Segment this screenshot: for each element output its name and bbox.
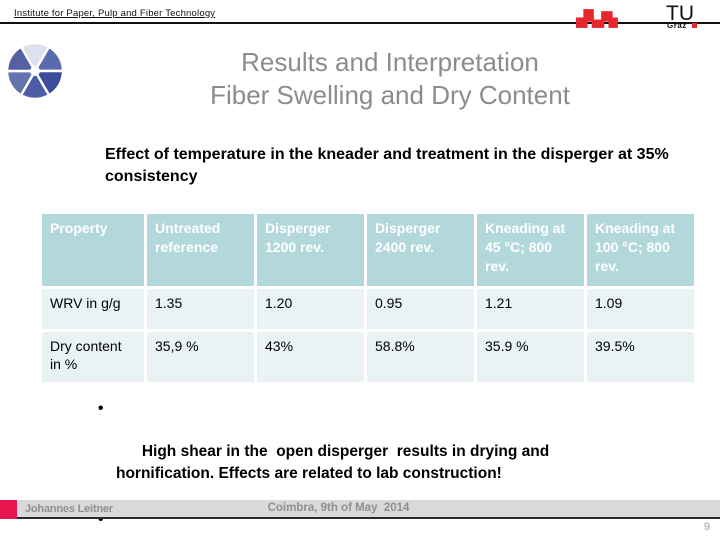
tu-red-square-icon bbox=[692, 23, 697, 28]
cell-value: 1.21 bbox=[477, 289, 584, 329]
bullet-icon: • bbox=[98, 511, 104, 529]
table-header-row: Property Untreated reference Disperger 1… bbox=[42, 214, 694, 286]
cell-value: 43% bbox=[257, 332, 364, 382]
column-header-disperger-1200: Disperger 1200 rev. bbox=[257, 214, 364, 286]
conclusion-list: • High shear in the open disperger resul… bbox=[98, 398, 643, 540]
cell-value: 0.95 bbox=[367, 289, 474, 329]
footer-event-date: Coimbra, 9th of May 2014 bbox=[267, 502, 410, 514]
column-header-kneading-100: Kneading at 100 °C; 800 rev. bbox=[587, 214, 694, 286]
footer-accent-square bbox=[0, 500, 17, 519]
institute-name: Institute for Paper, Pulp and Fiber Tech… bbox=[14, 8, 216, 19]
tu-graz-logo: TU Graz bbox=[576, 2, 702, 31]
bullet-icon: • bbox=[98, 400, 104, 417]
graz-wordmark: Graz bbox=[667, 21, 687, 30]
cell-value: 1.09 bbox=[587, 289, 694, 329]
slide-title: Results and Interpretation Fiber Swellin… bbox=[70, 46, 710, 111]
table-row: Dry content in % 35,9 % 43% 58.8% 35.9 %… bbox=[42, 332, 694, 382]
cell-value: 1.35 bbox=[147, 289, 254, 329]
list-item: • Increased temperature in the kneader r… bbox=[98, 509, 643, 540]
cell-value: 1.20 bbox=[257, 289, 364, 329]
row-label-wrv: WRV in g/g bbox=[42, 289, 144, 329]
slide-subtitle: Effect of temperature in the kneader and… bbox=[105, 146, 669, 185]
slide-title-line1: Results and Interpretation bbox=[241, 47, 539, 77]
column-header-untreated: Untreated reference bbox=[147, 214, 254, 286]
row-label-dry-content: Dry content in % bbox=[42, 332, 144, 382]
tu-puzzle-icon bbox=[576, 9, 618, 28]
footer-bar: Johannes Leitner Coimbra, 9th of May 201… bbox=[17, 500, 720, 519]
results-table: Property Untreated reference Disperger 1… bbox=[39, 211, 697, 385]
cell-value: 39.5% bbox=[587, 332, 694, 382]
cell-value: 35.9 % bbox=[477, 332, 584, 382]
table-row: WRV in g/g 1.35 1.20 0.95 1.21 1.09 bbox=[42, 289, 694, 329]
column-header-property: Property bbox=[42, 214, 144, 286]
tu-wordmark: TU bbox=[666, 2, 694, 25]
header-divider bbox=[0, 22, 720, 24]
column-header-kneading-45: Kneading at 45 °C; 800 rev. bbox=[477, 214, 584, 286]
cell-value: 58.8% bbox=[367, 332, 474, 382]
column-header-disperger-2400: Disperger 2400 rev. bbox=[367, 214, 474, 286]
slide-title-line2: Fiber Swelling and Dry Content bbox=[210, 79, 570, 110]
footer-author: Johannes Leitner bbox=[25, 503, 113, 515]
list-item: • High shear in the open disperger resul… bbox=[98, 398, 643, 506]
page-number: 9 bbox=[703, 521, 710, 533]
institute-pie-logo-icon bbox=[5, 41, 65, 101]
bullet-text: High shear in the open disperger results… bbox=[116, 443, 554, 483]
cell-value: 35,9 % bbox=[147, 332, 254, 382]
